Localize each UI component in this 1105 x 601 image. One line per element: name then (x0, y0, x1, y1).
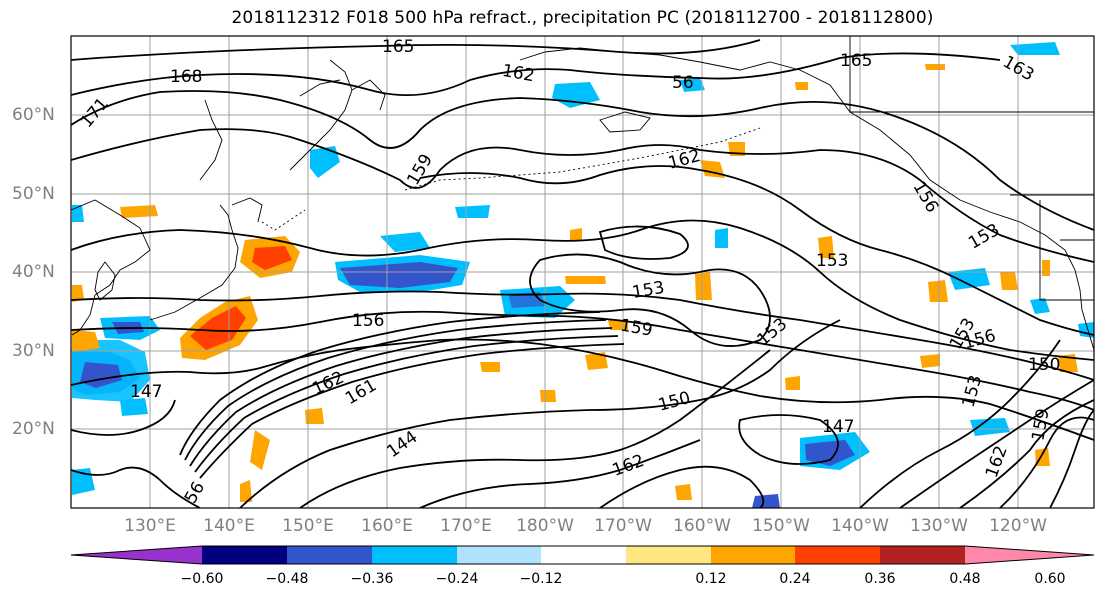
lat-label-50n: 50°N (12, 184, 55, 204)
contour-label: 56 (672, 73, 694, 93)
colorbar (70, 545, 1095, 565)
shade-patch (818, 236, 834, 258)
shade-patch (1000, 272, 1018, 290)
shade-patch (565, 276, 606, 284)
lat-label-60n: 60°N (12, 105, 55, 125)
contour-label: 150 (1028, 355, 1060, 375)
shade-patch (680, 78, 705, 92)
shade-patch (455, 205, 490, 218)
coastlines (71, 36, 1094, 351)
colorbar-tick: 0.36 (864, 571, 896, 587)
contour-label: 147 (130, 382, 162, 402)
shade-patch (120, 205, 158, 218)
shade-patch (925, 64, 945, 70)
shade-patch (340, 262, 458, 288)
lon-label: 180°W (516, 516, 574, 536)
shade-patch (585, 352, 608, 370)
shade-patch (120, 398, 148, 416)
contour-label: 153 (816, 251, 848, 271)
colorbar-segment (202, 546, 287, 564)
lon-label: 150°E (282, 516, 334, 536)
lon-label: 140°E (203, 516, 255, 536)
colorbar-segment (541, 546, 626, 564)
shade-patch (190, 306, 246, 350)
colorbar-segment (795, 546, 880, 564)
lon-label: 170°W (594, 516, 652, 536)
colorbar-tick: 0.12 (695, 571, 727, 587)
shade-patch (72, 285, 84, 302)
colorbar-outline (70, 545, 1095, 565)
shade-patch (72, 330, 100, 352)
shade-patch (928, 280, 948, 302)
shade-patch (675, 484, 692, 500)
colorbar-tick: 0.24 (779, 571, 811, 587)
lon-label: 160°W (673, 516, 731, 536)
contour-label: 156 (352, 311, 384, 331)
shade-patch (948, 268, 990, 290)
lon-label: 130°W (910, 516, 968, 536)
shade-patch (310, 146, 340, 178)
colorbar-tick: 0.48 (949, 571, 981, 587)
shade-patch (1042, 260, 1050, 276)
lon-label: 150°W (752, 516, 810, 536)
colorbar-extend-low (71, 546, 202, 564)
contour-label: 165 (840, 51, 872, 71)
shade-patch (715, 228, 728, 248)
colorbar-tick: −0.12 (519, 571, 563, 587)
colorbar-tick: 0.60 (1034, 571, 1066, 587)
colorbar-tick: −0.48 (265, 571, 309, 587)
shade-patch (380, 232, 430, 252)
lon-label: 140°W (831, 516, 889, 536)
plot-frame (70, 35, 1095, 509)
colorbar-segment (626, 546, 711, 564)
shade-patch (752, 494, 780, 508)
contour-label: 147 (822, 417, 854, 437)
shade-patch (1030, 298, 1050, 314)
colorbar-tick: −0.36 (350, 571, 394, 587)
shade-patch (250, 430, 270, 470)
shade-patch (795, 82, 808, 90)
shade-patch (695, 272, 712, 300)
shade-patch (252, 246, 292, 270)
colorbar-tick: −0.24 (435, 571, 479, 587)
lon-label: 130°E (124, 516, 176, 536)
colorbar-segment (287, 546, 372, 564)
colorbar-segment (372, 546, 457, 564)
shade-patch (305, 408, 324, 424)
shade-patch (570, 228, 582, 240)
refractivity-contours (71, 39, 1094, 508)
shade-patch (1010, 42, 1060, 55)
colorbar-tick: −0.60 (180, 571, 224, 587)
shade-patch (72, 205, 84, 222)
colorbar-segment (457, 546, 541, 564)
lat-label-40n: 40°N (12, 262, 55, 282)
shade-patch (540, 390, 556, 402)
colorbar-segment (711, 546, 795, 564)
contour-label: 168 (170, 67, 202, 87)
contour-label: 165 (382, 37, 414, 57)
shade-patch (240, 480, 252, 502)
lat-label-20n: 20°N (12, 419, 55, 439)
shade-patch (480, 362, 500, 372)
colorbar-segment (880, 546, 965, 564)
precip-shading (72, 42, 1094, 508)
colorbar-extend-high (965, 546, 1094, 564)
shade-patch (920, 354, 940, 368)
lon-label: 170°E (440, 516, 492, 536)
lat-lon-grid (71, 36, 1094, 508)
lon-label: 160°E (361, 516, 413, 536)
map-title: 2018112312 F018 500 hPa refract., precip… (231, 8, 934, 28)
shade-patch (805, 440, 855, 466)
shade-patch (970, 418, 1010, 436)
shade-patch (785, 376, 800, 390)
lon-label: 120°W (989, 516, 1047, 536)
lat-label-30n: 30°N (12, 341, 55, 361)
